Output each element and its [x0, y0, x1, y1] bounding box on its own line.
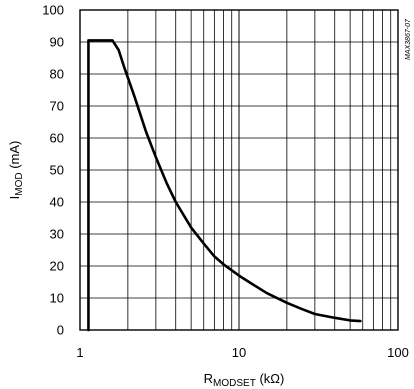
series-layer — [87, 39, 362, 332]
y-tick-label: 10 — [50, 291, 64, 306]
y-axis-title: IMOD (mA) — [7, 141, 25, 200]
y-tick-label: 60 — [50, 131, 64, 146]
y-tick-label: 80 — [50, 67, 64, 82]
x-tick-label: 10 — [232, 345, 246, 360]
y-tick-label: 30 — [50, 227, 64, 242]
y-tick-label: 50 — [50, 163, 64, 178]
x-tick-label: 100 — [387, 345, 409, 360]
y-tick-label: 40 — [50, 195, 64, 210]
plot-border — [79, 9, 399, 331]
grid — [79, 9, 399, 331]
y-tick-label: 70 — [50, 99, 64, 114]
x-tick-label: 1 — [76, 345, 83, 360]
plot-frame — [79, 9, 399, 331]
y-tick-label: 20 — [50, 259, 64, 274]
series-line — [87, 39, 362, 332]
y-tick-label: 100 — [42, 3, 64, 18]
y-tick-label: 0 — [57, 323, 64, 338]
figure-note: MAX3867-07 — [405, 18, 412, 60]
x-axis-title: RMODSET (kΩ) — [204, 371, 285, 389]
y-tick-label: 90 — [50, 35, 64, 50]
